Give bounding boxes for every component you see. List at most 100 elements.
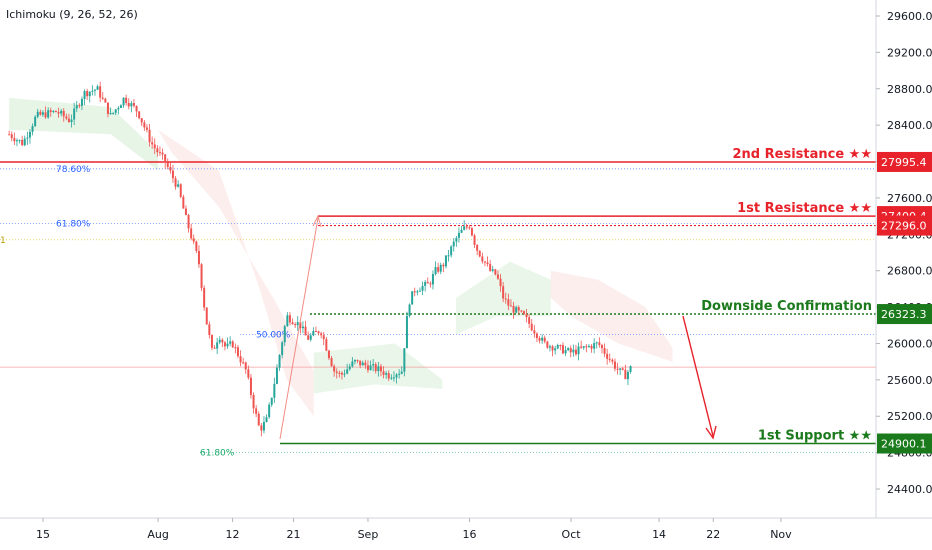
candle-160 xyxy=(424,279,427,292)
candle-191 xyxy=(504,292,507,304)
candle-229 xyxy=(603,343,606,358)
candle-59 xyxy=(161,148,164,160)
candle-116 xyxy=(309,332,312,342)
candle-20 xyxy=(60,108,63,117)
candle-159 xyxy=(421,281,424,296)
candle-55 xyxy=(151,136,154,149)
indicator-label[interactable]: Ichimoku (9, 26, 52, 26) xyxy=(6,8,138,21)
candle-232 xyxy=(611,358,614,365)
candle-64 xyxy=(174,175,177,190)
candle-97 xyxy=(260,422,263,437)
candle-168 xyxy=(444,255,447,269)
candle-13 xyxy=(41,110,44,117)
candle-61 xyxy=(166,158,169,170)
candle-155 xyxy=(411,291,414,305)
price-badge-4: 24900.1 xyxy=(877,433,932,454)
candle-115 xyxy=(307,331,310,341)
candle-156 xyxy=(413,287,416,297)
fib-label-4: 61.80% xyxy=(200,449,235,459)
candle-17 xyxy=(52,110,55,114)
candle-148 xyxy=(392,371,395,382)
candle-124 xyxy=(330,355,333,367)
candle-52 xyxy=(143,120,146,131)
candle-172 xyxy=(455,235,458,247)
candle-225 xyxy=(593,338,596,354)
candle-5 xyxy=(21,135,24,147)
x-tick-label-3: 21 xyxy=(286,528,300,541)
candle-174 xyxy=(460,226,463,234)
fib-label-2: 1 xyxy=(0,236,6,246)
candle-36 xyxy=(101,92,104,101)
candle-72 xyxy=(195,240,198,254)
candle-236 xyxy=(621,367,624,371)
candle-86 xyxy=(231,340,234,349)
x-axis[interactable]: 15 Aug 12 21 Sep 16 Oct 14 22 Nov xyxy=(36,518,792,541)
candle-137 xyxy=(364,359,367,369)
candle-176 xyxy=(465,223,468,230)
candle-222 xyxy=(585,344,588,353)
candle-181 xyxy=(478,250,481,258)
candle-158 xyxy=(418,287,421,292)
candle-193 xyxy=(509,299,512,307)
candle-167 xyxy=(442,262,445,273)
candle-125 xyxy=(333,364,336,377)
candle-92 xyxy=(247,365,250,380)
candle-135 xyxy=(359,360,362,369)
candle-157 xyxy=(416,289,419,296)
candle-186 xyxy=(491,265,494,273)
candle-153 xyxy=(405,311,408,349)
candle-231 xyxy=(608,353,611,363)
candle-197 xyxy=(520,309,523,313)
candle-10 xyxy=(34,115,37,128)
svg-text:27995.4: 27995.4 xyxy=(881,156,927,169)
candle-81 xyxy=(218,336,221,345)
candle-26 xyxy=(75,101,78,113)
candle-171 xyxy=(452,238,455,252)
candle-143 xyxy=(379,363,382,377)
candle-40 xyxy=(112,112,115,115)
candle-214 xyxy=(564,345,567,357)
candle-42 xyxy=(117,106,120,115)
candle-233 xyxy=(613,358,616,372)
candle-120 xyxy=(320,331,323,339)
candle-1 xyxy=(10,131,13,142)
candle-87 xyxy=(234,343,237,354)
candle-44 xyxy=(122,97,125,108)
candle-219 xyxy=(577,342,580,361)
candle-205 xyxy=(541,334,544,344)
svg-text:27296.0: 27296.0 xyxy=(881,220,927,233)
candle-11 xyxy=(36,108,39,119)
candle-34 xyxy=(96,84,99,90)
candle-88 xyxy=(236,345,239,359)
candle-102 xyxy=(273,377,276,403)
candle-150 xyxy=(398,369,401,379)
level-label-0: 2nd Resistance ★★ xyxy=(733,147,873,162)
candle-9 xyxy=(31,123,34,136)
fib-label-0: 78.60% xyxy=(56,165,91,175)
x-tick-label-7: 14 xyxy=(652,528,666,541)
candle-18 xyxy=(54,110,57,113)
candle-234 xyxy=(616,362,619,375)
candle-41 xyxy=(114,108,117,116)
candle-77 xyxy=(208,321,211,339)
candle-73 xyxy=(197,245,200,268)
candle-95 xyxy=(255,405,258,418)
y-tick-label-10: 28400.0 xyxy=(887,119,932,132)
candle-96 xyxy=(257,411,260,426)
forecast-arrowhead xyxy=(705,425,717,440)
candle-67 xyxy=(182,194,185,209)
candle-149 xyxy=(395,373,398,384)
cloud-segment-4 xyxy=(550,270,673,362)
candle-25 xyxy=(73,102,76,126)
candle-215 xyxy=(567,347,570,352)
candle-54 xyxy=(148,124,151,147)
candle-145 xyxy=(385,370,388,379)
candle-30 xyxy=(86,88,89,100)
candle-209 xyxy=(551,344,554,357)
candle-136 xyxy=(361,360,364,366)
candle-196 xyxy=(517,305,520,315)
candle-119 xyxy=(317,330,320,336)
candle-63 xyxy=(171,164,174,183)
y-tick-label-2: 25200.0 xyxy=(887,410,932,423)
